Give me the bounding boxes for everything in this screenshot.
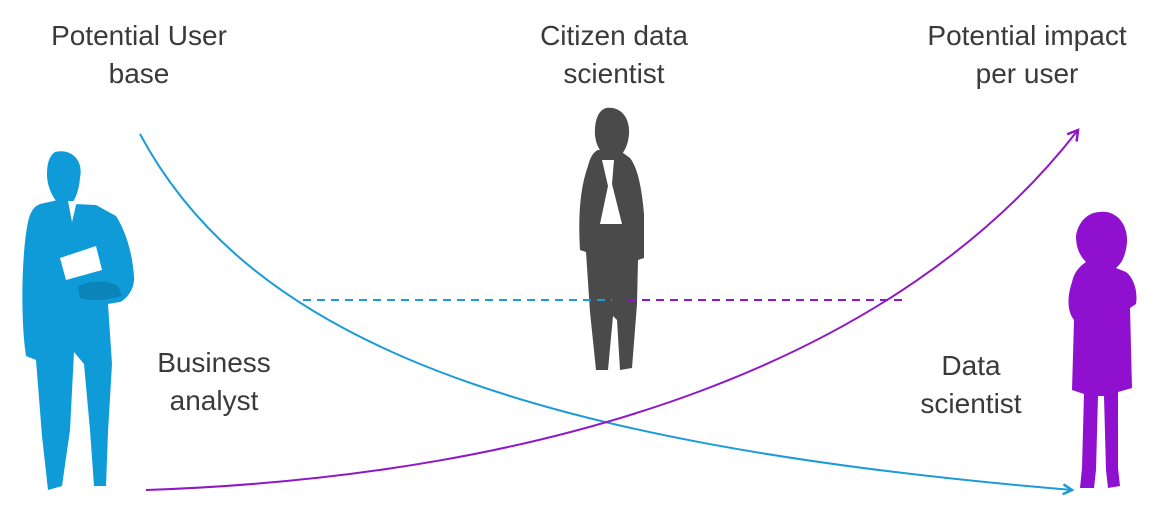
business-label-line-1: Business — [157, 347, 271, 378]
data-scientist-label: Data scientist — [898, 347, 1044, 423]
user-base-label-line-2: base — [108, 58, 170, 89]
citizen-label-line-2: scientist — [563, 58, 665, 89]
user-base-label: Potential User base — [20, 17, 258, 93]
woman-icon — [1068, 211, 1137, 489]
businessman-icon — [22, 151, 135, 490]
citizen-label-line-1: Citizen data — [540, 20, 688, 51]
businesswoman-icon — [579, 107, 644, 370]
data-scientist-label-line-1: Data — [941, 350, 1001, 381]
impact-label-line-1: Potential impact — [927, 20, 1127, 51]
user-base-curve — [139, 133, 1072, 490]
impact-label: Potential impact per user — [900, 17, 1154, 93]
data-scientist-label-line-2: scientist — [920, 388, 1022, 419]
business-label-line-2: analyst — [169, 385, 259, 416]
impact-label-line-2: per user — [975, 58, 1079, 89]
user-base-label-line-1: Potential User — [51, 20, 227, 51]
impact-curve — [145, 130, 1078, 491]
business-analyst-label: Business analyst — [134, 344, 294, 420]
citizen-data-scientist-label: Citizen data scientist — [503, 17, 725, 93]
